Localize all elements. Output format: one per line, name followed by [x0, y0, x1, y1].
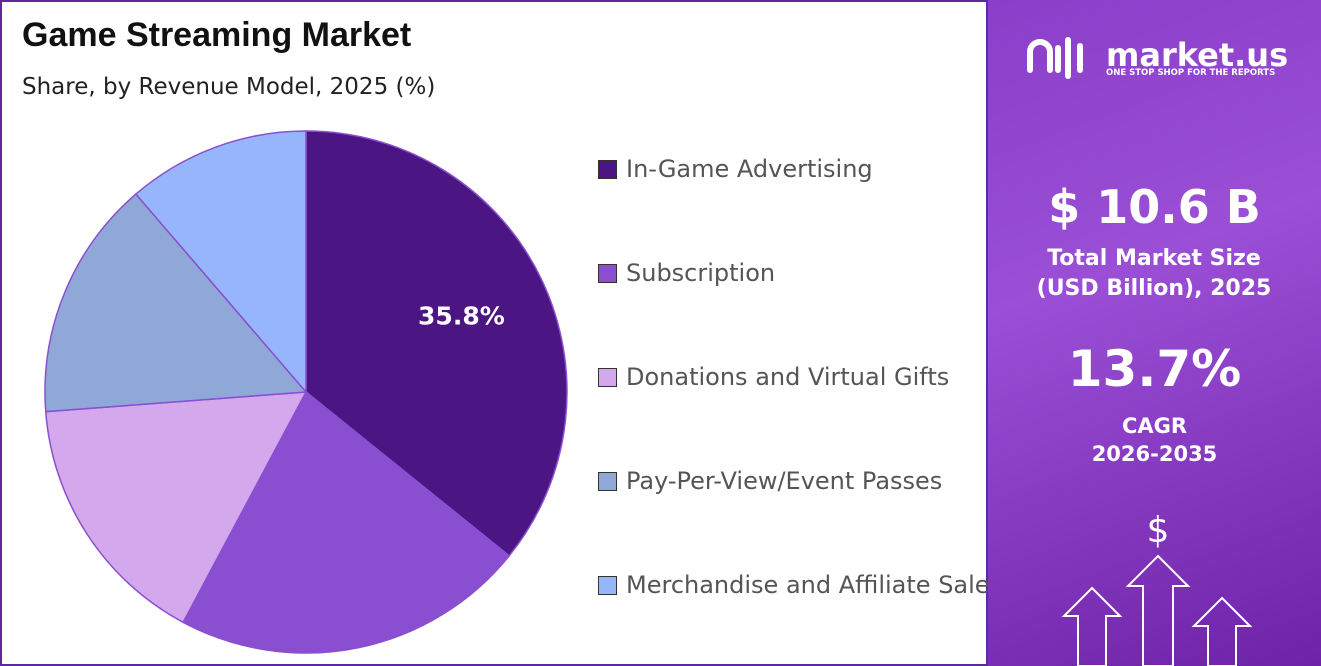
legend-item: Merchandise and Affiliate Sales: [598, 566, 1006, 604]
logo-icon: [1027, 37, 1083, 79]
cagr-label: CAGR: [1121, 414, 1188, 438]
panel-decor: $: [1027, 37, 1253, 666]
pie-slice: [182, 390, 511, 654]
legend-label: Donations and Virtual Gifts: [626, 363, 950, 391]
legend-label: Subscription: [626, 259, 776, 287]
legend-item: Donations and Virtual Gifts: [598, 358, 1006, 396]
pie-slice: [44, 193, 308, 413]
chart-subtitle: Share, by Revenue Model, 2025 (%): [22, 74, 436, 100]
cagr: 13.7%: [1067, 340, 1242, 398]
pie-slice: [44, 391, 308, 624]
arrows-icon: $: [1061, 510, 1253, 666]
pie-slice: [305, 130, 568, 557]
chart-title: Game Streaming Market: [22, 16, 412, 54]
brand: market.us: [1106, 36, 1289, 74]
legend-item: In-Game Advertising: [598, 150, 1006, 188]
legend-label: In-Game Advertising: [626, 155, 873, 183]
pie-slice: [134, 130, 307, 395]
legend-label: Pay-Per-View/Event Passes: [626, 467, 943, 495]
data-label: 35.8%: [418, 302, 505, 331]
legend-label: Merchandise and Affiliate Sales: [626, 571, 1003, 599]
cagr-period: 2026-2035: [1091, 442, 1218, 466]
legend-swatch: [598, 368, 617, 387]
legend-item: Pay-Per-View/Event Passes: [598, 462, 1006, 500]
legend-swatch: [598, 160, 617, 179]
legend-swatch: [598, 472, 617, 491]
chart-area: [0, 0, 988, 666]
legend-swatch: [598, 264, 617, 283]
side-panel: $ market.us ONE STOP SHOP FOR THE REPORT…: [988, 0, 1321, 666]
legend-swatch: [598, 576, 617, 595]
market-size-label: Total Market Size (USD Billion), 2025: [1036, 246, 1272, 301]
dollar-icon: $: [1147, 510, 1170, 551]
tagline: ONE STOP SHOP FOR THE REPORTS: [1106, 68, 1276, 78]
market-size: $ 10.6 B: [1048, 180, 1261, 234]
pie-chart: 35.8%: [44, 130, 568, 654]
legend-item: Subscription: [598, 254, 1006, 292]
